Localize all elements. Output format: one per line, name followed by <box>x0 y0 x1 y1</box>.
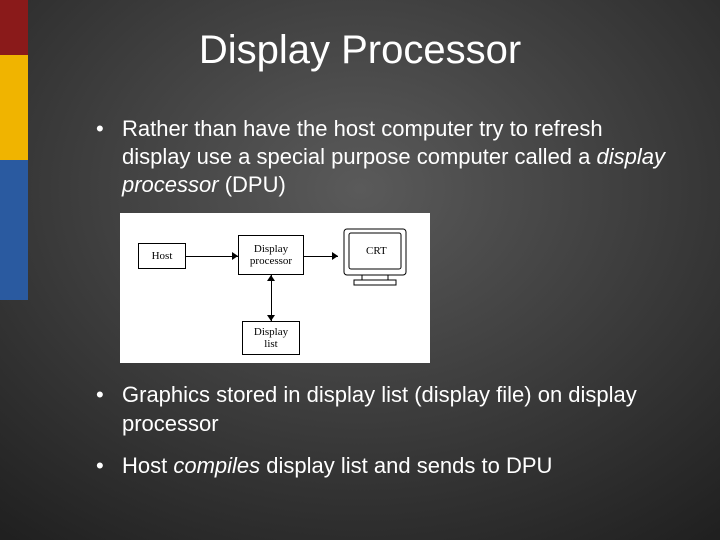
bullet-item: Host compiles display list and sends to … <box>90 452 670 480</box>
bullet-text: display list and sends to DPU <box>260 453 552 478</box>
bullets-before: Rather than have the host computer try t… <box>90 115 670 199</box>
slide-title: Display Processor <box>0 28 720 73</box>
bullet-text: Rather than have the host computer try t… <box>122 116 603 169</box>
bullet-item: Graphics stored in display list (display… <box>90 381 670 437</box>
accent-segment <box>0 160 28 300</box>
bullet-text: Graphics stored in display list (display… <box>122 382 637 435</box>
bullet-text: Host <box>122 453 173 478</box>
bullets-after: Graphics stored in display list (display… <box>90 381 670 479</box>
diagram-node-list: Displaylist <box>242 321 300 355</box>
slide-content: Rather than have the host computer try t… <box>90 115 670 494</box>
bullet-item: Rather than have the host computer try t… <box>90 115 670 199</box>
bullet-text: (DPU) <box>219 172 286 197</box>
diagram-crt-label: CRT <box>366 245 387 257</box>
bullet-text: compiles <box>173 453 260 478</box>
diagram-node-host: Host <box>138 243 186 269</box>
diagram-node-dpu: Displayprocessor <box>238 235 304 275</box>
dpu-diagram: Host Displayprocessor Displaylist CRT <box>120 213 430 363</box>
diagram-container: Host Displayprocessor Displaylist CRT <box>120 213 670 363</box>
